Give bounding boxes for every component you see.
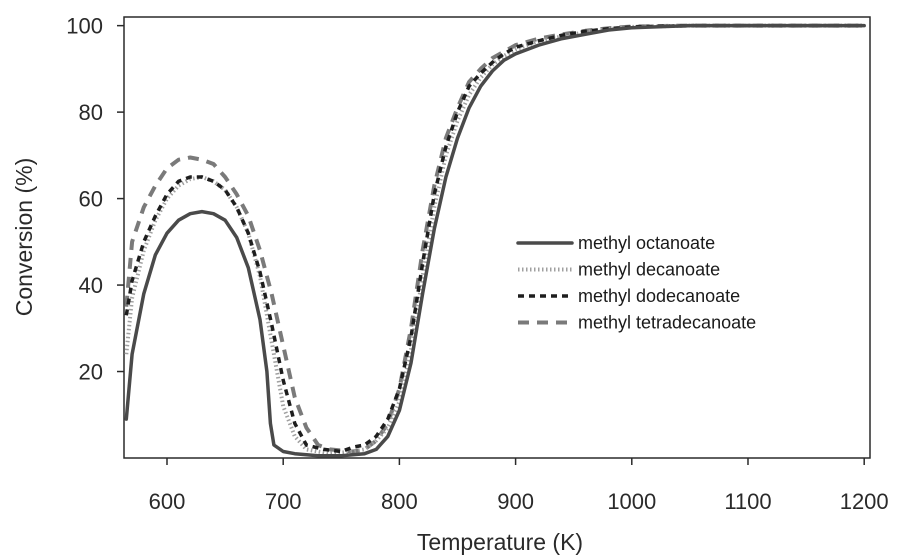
plot-frame [123, 16, 871, 459]
x-tick-label: 1200 [840, 489, 889, 514]
x-tick-label: 1100 [724, 489, 771, 514]
x-tick-label: 1000 [607, 489, 656, 514]
y-tick-label: 20 [79, 360, 103, 385]
legend-label: methyl decanoate [578, 260, 720, 280]
series-line-methyl-decanoate [124, 23, 865, 456]
legend-label: methyl tetradecanoate [578, 313, 756, 333]
x-axis-title: Temperature (K) [417, 529, 583, 555]
axes [123, 16, 871, 459]
series-line-methyl-octanoate [124, 23, 866, 458]
x-tick-label: 900 [497, 489, 534, 514]
x-tick-label: 600 [149, 489, 186, 514]
legend: methyl octanoate methyl decanoate methyl d… [516, 233, 756, 333]
series-layer [124, 23, 866, 458]
y-axis-title: Conversion (%) [11, 158, 37, 317]
series-line-methyl-dodecanoate [124, 23, 865, 454]
y-tick-label: 80 [79, 100, 103, 125]
x-tick-label: 700 [265, 489, 302, 514]
x-tick-label: 800 [381, 489, 418, 514]
y-tick-label: 100 [66, 14, 103, 39]
ticks-layer: 600 700 800 900 1000 1100 1200 20 40 60 80 100 [66, 14, 888, 514]
y-tick-label: 60 [79, 187, 103, 212]
legend-label: methyl dodecanoate [578, 286, 740, 306]
legend-label: methyl octanoate [578, 233, 715, 253]
y-tick-label: 40 [79, 273, 103, 298]
